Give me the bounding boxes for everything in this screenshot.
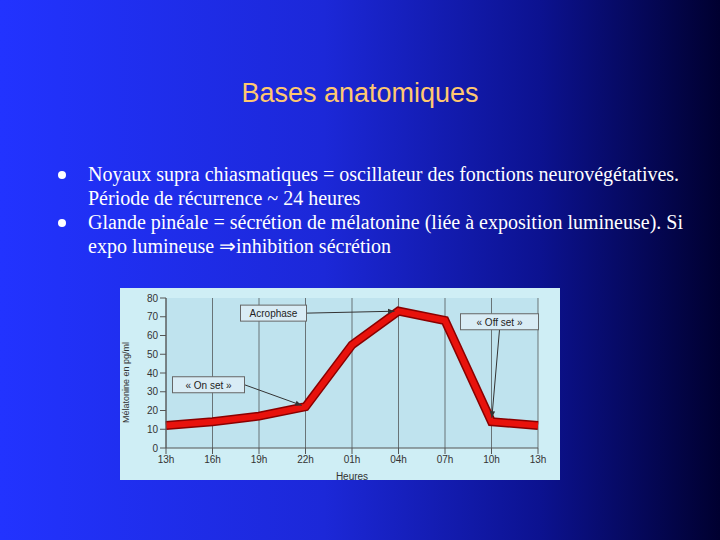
svg-text:« Off set »: « Off set » <box>477 317 523 328</box>
svg-text:22h: 22h <box>297 454 314 465</box>
svg-text:« On set »: « On set » <box>185 380 232 391</box>
svg-text:30: 30 <box>147 386 159 397</box>
svg-text:60: 60 <box>147 330 159 341</box>
svg-text:40: 40 <box>147 368 159 379</box>
svg-text:Acrophase: Acrophase <box>250 308 298 319</box>
html-text:Glande pinéale = sécrétion de: Glande pinéale = sécrétion de mélatonine… <box>88 211 683 257</box>
svg-text:0: 0 <box>152 443 158 454</box>
svg-text:13h: 13h <box>530 454 547 465</box>
svg-text:13h: 13h <box>158 454 175 465</box>
svg-text:20: 20 <box>147 405 159 416</box>
svg-text:10: 10 <box>147 424 159 435</box>
html-text:Bases anatomiques: Bases anatomiques <box>241 78 479 108</box>
svg-text:80: 80 <box>147 293 159 304</box>
html-text:Noyaux supra chiasmatiques = o: Noyaux supra chiasmatiques = oscillateur… <box>88 163 680 209</box>
svg-text:19h: 19h <box>251 454 268 465</box>
svg-text:Heures: Heures <box>336 471 368 480</box>
svg-text:16h: 16h <box>204 454 221 465</box>
svg-text:04h: 04h <box>390 454 407 465</box>
svg-text:Mélatonine en pg/ml: Mélatonine en pg/ml <box>121 342 131 423</box>
svg-text:10h: 10h <box>483 454 500 465</box>
svg-text:07h: 07h <box>437 454 454 465</box>
svg-text:50: 50 <box>147 349 159 360</box>
svg-text:01h: 01h <box>344 454 361 465</box>
svg-text:70: 70 <box>147 311 159 322</box>
